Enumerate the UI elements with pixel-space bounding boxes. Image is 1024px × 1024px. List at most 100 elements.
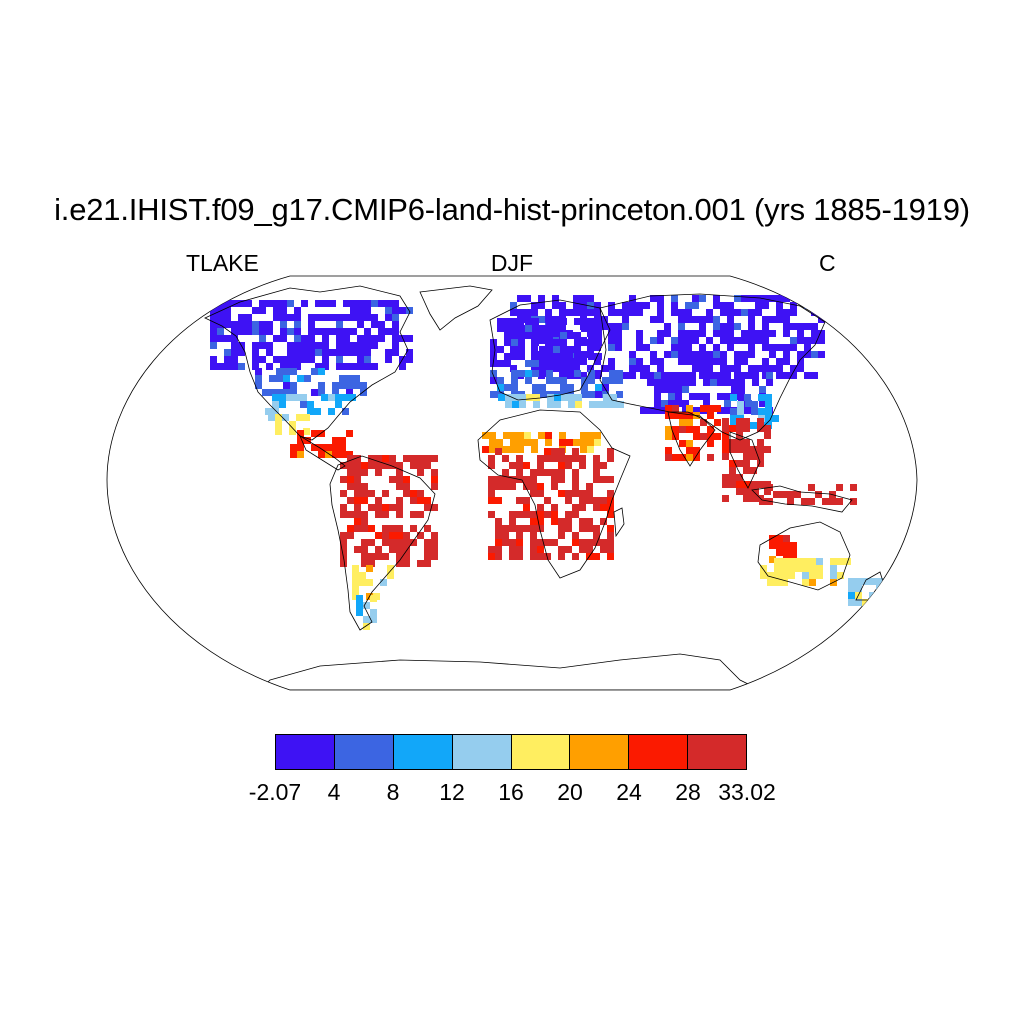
grid-cell [311, 430, 318, 437]
grid-cell [685, 337, 692, 344]
grid-cell [294, 321, 301, 328]
grid-cell [273, 335, 280, 342]
grid-cell [531, 439, 538, 446]
grid-cell [776, 295, 783, 302]
grid-cell [790, 302, 797, 309]
grid-cell [342, 408, 349, 415]
grid-cell [575, 401, 582, 408]
grid-cell [537, 518, 544, 525]
grid-cell [544, 469, 551, 476]
grid-cell [636, 309, 643, 316]
grid-cell [325, 444, 332, 451]
grid-cell [375, 504, 382, 511]
grid-cell [734, 358, 741, 365]
grid-cell [664, 330, 671, 337]
grid-cell [573, 302, 580, 309]
grid-cell [488, 553, 495, 560]
grid-cell [629, 295, 636, 302]
grid-cell [322, 342, 329, 349]
grid-cell [818, 351, 825, 358]
grid-cell [790, 372, 797, 379]
grid-cell [553, 353, 560, 360]
grid-cell [389, 546, 396, 553]
grid-cell [559, 358, 566, 365]
grid-cell [565, 546, 572, 553]
grid-cell [776, 316, 783, 323]
grid-cell [304, 375, 311, 382]
grid-cell [538, 295, 545, 302]
grid-cell [382, 504, 389, 511]
grid-cell [523, 525, 530, 532]
grid-cell [519, 401, 526, 408]
grid-cell [537, 504, 544, 511]
grid-cell [424, 455, 431, 462]
grid-cell [587, 439, 594, 446]
grid-cell [504, 318, 511, 325]
grid-cell [396, 560, 403, 567]
grid-cell [724, 393, 731, 400]
grid-cell [745, 407, 752, 414]
grid-cell [517, 432, 524, 439]
grid-cell [545, 351, 552, 358]
grid-cell [332, 382, 339, 389]
grid-cell [657, 302, 664, 309]
grid-cell [489, 446, 496, 453]
grid-cell [783, 344, 790, 351]
grid-cell [565, 497, 572, 504]
grid-cell [364, 349, 371, 356]
grid-cell [657, 295, 664, 302]
grid-cell [495, 525, 502, 532]
grid-cell [523, 476, 530, 483]
grid-cell [729, 481, 736, 488]
grid-cell [392, 300, 399, 307]
grid-cell [380, 579, 387, 586]
grid-cell [517, 295, 524, 302]
grid-cell [558, 476, 565, 483]
grid-cell [336, 335, 343, 342]
grid-cell [573, 309, 580, 316]
grid-cell [727, 323, 734, 330]
grid-cell [579, 455, 586, 462]
grid-cell [741, 351, 748, 358]
grid-cell [588, 353, 595, 360]
grid-cell [699, 351, 706, 358]
grid-cell [587, 432, 594, 439]
grid-cell [794, 491, 801, 498]
grid-cell [883, 592, 890, 599]
grid-cell [273, 314, 280, 321]
grid-cell [615, 330, 622, 337]
grid-cell [368, 462, 375, 469]
grid-cell [307, 401, 314, 408]
colorbar-bin [276, 735, 335, 769]
grid-cell [743, 460, 750, 467]
grid-cell [830, 558, 837, 565]
grid-cell [818, 302, 825, 309]
grid-cell [720, 330, 727, 337]
grid-cell [736, 488, 743, 495]
grid-cell [586, 539, 593, 546]
grid-cell [361, 483, 368, 490]
grid-cell [516, 462, 523, 469]
grid-cell [607, 448, 614, 455]
grid-cell [783, 316, 790, 323]
grid-cell [389, 539, 396, 546]
grid-cell [518, 370, 525, 377]
grid-cell [545, 309, 552, 316]
grid-cell [560, 346, 567, 353]
grid-cell [675, 400, 682, 407]
grid-cell [417, 497, 424, 504]
grid-cell [532, 353, 539, 360]
grid-cell [765, 401, 772, 408]
grid-cell [762, 372, 769, 379]
grid-cell [322, 356, 329, 363]
grid-cell [354, 511, 361, 518]
grid-cell [329, 314, 336, 321]
grid-cell [572, 455, 579, 462]
grid-cell [657, 309, 664, 316]
grid-cell [538, 432, 545, 439]
grid-cell [575, 394, 582, 401]
grid-cell [280, 335, 287, 342]
grid-cell [350, 307, 357, 314]
grid-cell [290, 451, 297, 458]
grid-cell [356, 609, 363, 616]
